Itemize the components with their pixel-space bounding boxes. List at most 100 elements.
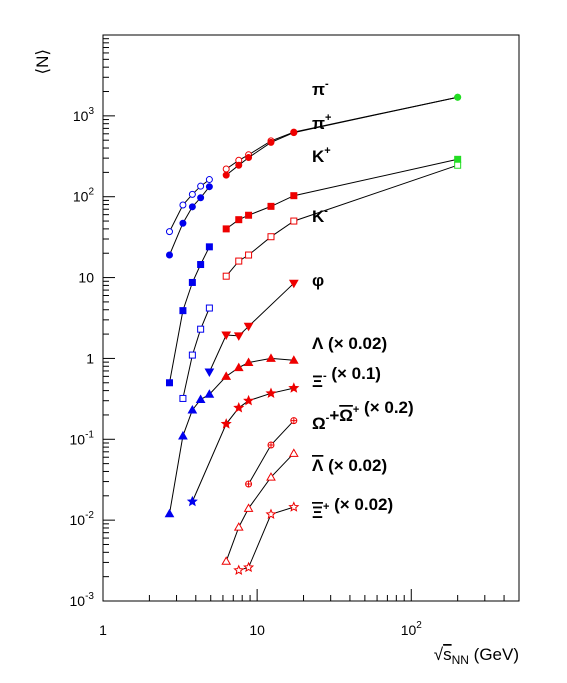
data-point [197, 194, 205, 202]
data-point [266, 472, 276, 481]
data-point [265, 508, 277, 520]
x-tick-label: 10 [249, 622, 265, 638]
data-point [186, 495, 198, 507]
series-line [238, 506, 294, 571]
data-point [233, 362, 244, 372]
series-label: K+ [312, 145, 331, 166]
x-axis-label: √sNN (GeV) [434, 645, 519, 667]
data-point [178, 430, 188, 440]
data-point [288, 382, 300, 393]
series [186, 382, 300, 507]
data-point [245, 480, 253, 488]
data-point [243, 357, 254, 367]
y-tick-label: 103 [73, 106, 95, 124]
series [222, 161, 462, 280]
y-tick-label: 10-1 [70, 429, 95, 447]
data-point [233, 564, 245, 575]
data-point [235, 216, 243, 224]
series-line [225, 452, 295, 562]
series-layer [164, 93, 462, 575]
data-point [243, 394, 255, 406]
y-tick-label: 10-3 [70, 591, 95, 609]
data-point [290, 417, 298, 425]
data-point [195, 394, 206, 404]
data-point [222, 272, 230, 280]
series-label: π+ [312, 112, 331, 133]
data-point [179, 201, 187, 209]
data-point [197, 325, 205, 333]
data-point [164, 508, 175, 518]
series-line [191, 387, 294, 502]
y-tick-label: 10-2 [70, 510, 95, 528]
data-point [265, 387, 277, 399]
series [165, 243, 213, 387]
data-point [245, 251, 253, 259]
series-label: π- [312, 78, 329, 99]
plot-frame [102, 34, 520, 602]
data-point [221, 371, 232, 380]
data-point [222, 165, 230, 173]
data-point [267, 202, 275, 210]
series-line [182, 307, 210, 399]
series [204, 279, 299, 377]
x-tick-label: 102 [401, 620, 423, 638]
data-point [267, 441, 275, 449]
data-point [165, 228, 173, 236]
series-label: Λ (× 0.02) [312, 334, 387, 353]
series-label: φ [312, 271, 324, 290]
data-point [179, 394, 187, 402]
data-point [187, 405, 198, 414]
data-point [454, 93, 462, 101]
data-point [233, 402, 245, 413]
data-point [267, 233, 275, 241]
data-point [243, 561, 255, 573]
data-point [165, 379, 173, 387]
y-axis-label: ⟨N⟩ [33, 49, 52, 75]
data-point [290, 192, 298, 200]
data-point [288, 448, 299, 457]
data-point [288, 501, 300, 512]
series [164, 353, 299, 518]
data-point [235, 161, 243, 169]
data-point [267, 138, 275, 146]
series-label: Ω-+Ω+ (× 0.2) [312, 398, 414, 433]
series [222, 93, 462, 173]
data-point [188, 203, 196, 211]
series-line [225, 158, 458, 230]
data-point [454, 161, 462, 169]
data-point [197, 182, 205, 190]
data-point [188, 278, 196, 286]
data-point [197, 261, 205, 269]
data-point [179, 219, 187, 227]
data-point [222, 225, 230, 233]
data-point [205, 183, 213, 191]
series [222, 155, 462, 233]
series-line [225, 96, 458, 176]
x-tick-label: 1 [99, 622, 107, 638]
data-point [205, 243, 213, 251]
series [165, 176, 213, 236]
data-point [288, 355, 299, 364]
data-point [204, 389, 215, 398]
series [221, 448, 299, 565]
data-point [290, 217, 298, 225]
axes: 1 10 102 10-3 10-2 10-1 1 10 102 103 [70, 38, 520, 638]
series [179, 304, 213, 402]
y-tick-label: 1 [86, 350, 94, 366]
data-point [233, 522, 244, 531]
series-line [225, 164, 458, 277]
data-point [222, 171, 230, 179]
series-line [208, 282, 295, 373]
data-point [233, 332, 244, 341]
series [233, 501, 300, 575]
data-point [266, 353, 276, 362]
data-point [188, 190, 196, 198]
data-point [245, 154, 253, 162]
series-labels: π-π+ K+ K-φ Λ (× 0.02) Ξ- (× 0.1) Ω-+Ω+ (× 0.… [312, 78, 414, 522]
data-point [235, 257, 243, 265]
series-label: Ξ+ (× 0.02) [312, 495, 393, 522]
data-point [221, 331, 232, 340]
series [165, 183, 213, 259]
series-label: Ξ- (× 0.1) [312, 364, 381, 391]
